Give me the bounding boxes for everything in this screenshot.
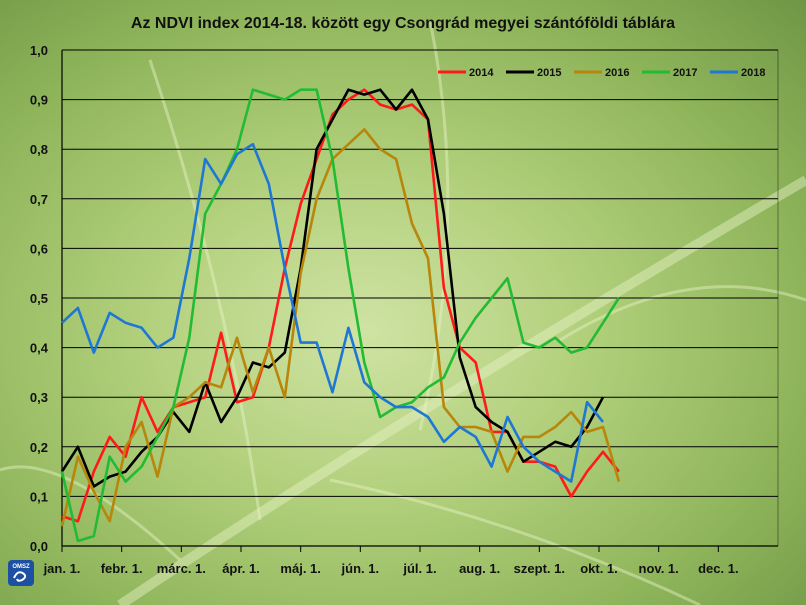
- y-tick-label: 0,2: [30, 440, 48, 455]
- y-tick-label: 0,0: [30, 539, 48, 554]
- x-tick-label: júl. 1.: [402, 561, 436, 576]
- y-tick-label: 0,6: [30, 241, 48, 256]
- y-tick-label: 0,9: [30, 93, 48, 108]
- legend: 2014 2015 2016 2017 2018: [438, 67, 765, 79]
- series-line-2017: [60, 88, 620, 543]
- legend-label-2015: 2015: [537, 67, 561, 79]
- y-tick-label: 0,3: [30, 390, 48, 405]
- logo-text: OMSZ: [12, 564, 30, 570]
- series-line-2018: [61, 142, 605, 483]
- x-tick-label: aug. 1.: [459, 561, 500, 576]
- x-tick-label: dec. 1.: [698, 561, 738, 576]
- x-tick-label: febr. 1.: [101, 561, 143, 576]
- y-tick-label: 0,7: [30, 192, 48, 207]
- series-line-2016: [60, 128, 621, 527]
- x-tick-label: máj. 1.: [280, 561, 320, 576]
- x-tick-label: márc. 1.: [157, 561, 206, 576]
- y-tick-label: 0,8: [30, 142, 48, 157]
- legend-label-2014: 2014: [469, 67, 494, 79]
- leaf-texture: [0, 19, 806, 605]
- y-axis-ticks: 0,0 0,1 0,2 0,3 0,4 0,5 0,6 0,7 0,8 0,9 1,0: [30, 43, 49, 554]
- series-line-2015: [60, 88, 605, 488]
- chart-title: Az NDVI index 2014-18. között egy Csongr…: [131, 15, 675, 32]
- x-tick-label: jan. 1.: [43, 561, 81, 576]
- omsz-logo: OMSZ: [8, 560, 34, 586]
- y-tick-label: 0,1: [30, 489, 48, 504]
- y-tick-label: 1,0: [30, 43, 48, 58]
- series-lines: [60, 88, 621, 543]
- legend-label-2016: 2016: [605, 67, 629, 79]
- legend-label-2017: 2017: [673, 67, 697, 79]
- x-tick-label: nov. 1.: [639, 561, 679, 576]
- x-tick-label: jún. 1.: [341, 561, 380, 576]
- x-tick-label: szept. 1.: [514, 561, 565, 576]
- legend-label-2018: 2018: [741, 67, 765, 79]
- y-tick-label: 0,5: [30, 291, 48, 306]
- axes: [61, 50, 779, 547]
- x-axis-ticks: jan. 1. febr. 1. márc. 1. ápr. 1. máj. 1. jún…: [43, 546, 739, 576]
- x-tick-label: okt. 1.: [580, 561, 618, 576]
- y-tick-label: 0,4: [30, 341, 49, 356]
- x-tick-label: ápr. 1.: [222, 561, 260, 576]
